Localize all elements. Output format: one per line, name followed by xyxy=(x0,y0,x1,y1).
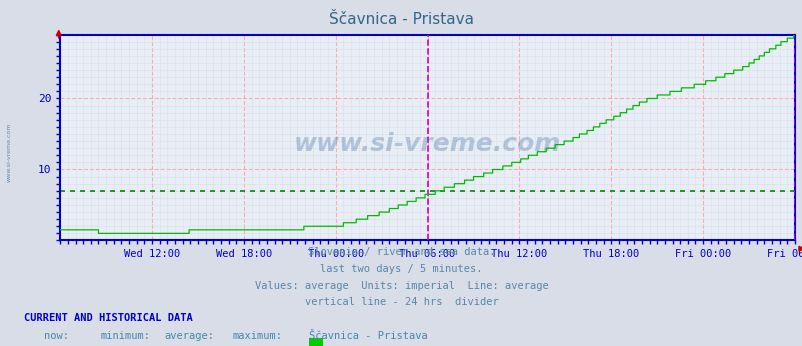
Text: www.si-vreme.com: www.si-vreme.com xyxy=(6,122,11,182)
Text: Ščavnica - Pristava: Ščavnica - Pristava xyxy=(329,12,473,27)
Text: Values: average  Units: imperial  Line: average: Values: average Units: imperial Line: av… xyxy=(254,281,548,291)
Text: vertical line - 24 hrs  divider: vertical line - 24 hrs divider xyxy=(304,297,498,307)
Text: average:: average: xyxy=(164,331,214,341)
Text: now:: now: xyxy=(44,331,69,341)
Text: www.si-vreme.com: www.si-vreme.com xyxy=(294,132,561,156)
Text: minimum:: minimum: xyxy=(100,331,150,341)
Text: maximum:: maximum: xyxy=(233,331,282,341)
Text: last two days / 5 minutes.: last two days / 5 minutes. xyxy=(320,264,482,274)
Text: Slovenia / river and sea data.: Slovenia / river and sea data. xyxy=(307,247,495,257)
Text: Ščavnica - Pristava: Ščavnica - Pristava xyxy=(309,331,427,341)
Text: CURRENT AND HISTORICAL DATA: CURRENT AND HISTORICAL DATA xyxy=(24,313,192,323)
